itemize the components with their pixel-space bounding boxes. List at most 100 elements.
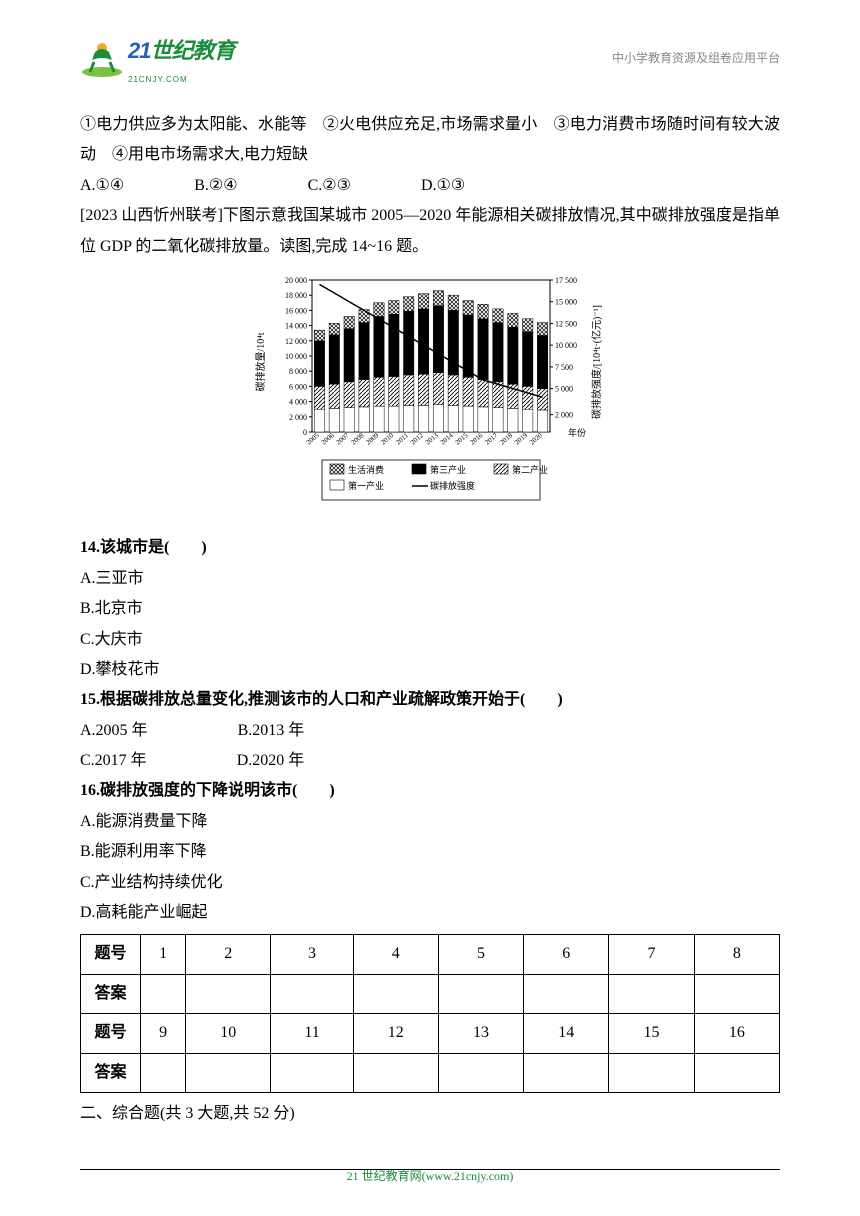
svg-text:2005: 2005 [305,431,321,446]
table-cell: 16 [694,1014,779,1053]
q15-row2: C.2017 年 D.2020 年 [80,746,780,776]
table-cell [186,1053,271,1092]
table-cell: 15 [609,1014,694,1053]
table-cell: 10 [186,1014,271,1053]
footer-text: 21 世纪教育网(www.21cnjy.com) [0,1165,860,1188]
svg-text:2 000: 2 000 [555,411,573,420]
table-cell: 6 [524,935,609,974]
table-cell: 5 [438,935,523,974]
table-label: 题号 [81,1014,141,1053]
answer-table: 题号 1 2 3 4 5 6 7 8 答案 题号 9 10 11 12 13 1… [80,934,780,1093]
table-row: 答案 [81,1053,780,1092]
chart-svg: 02 0004 0006 0008 00010 00012 00014 0001… [250,272,610,517]
q15-optD: D.2020 年 [237,746,305,776]
q16-optD: D.高耗能产业崛起 [80,898,780,928]
q16-optB: B.能源利用率下降 [80,837,780,867]
svg-text:2009: 2009 [364,431,380,446]
table-cell: 14 [524,1014,609,1053]
q15-row1: A.2005 年 B.2013 年 [80,716,780,746]
table-cell: 8 [694,935,779,974]
table-label: 题号 [81,935,141,974]
header-right-text: 中小学教育资源及组卷应用平台 [612,47,780,70]
section2-heading: 二、综合题(共 3 大题,共 52 分) [80,1099,780,1129]
svg-text:6 000: 6 000 [289,382,307,391]
table-cell: 11 [271,1014,353,1053]
q14-optC: C.大庆市 [80,625,780,655]
table-label: 答案 [81,974,141,1013]
table-cell: 9 [141,1014,186,1053]
svg-text:2016: 2016 [468,431,484,446]
table-cell: 1 [141,935,186,974]
svg-text:2015: 2015 [454,431,470,446]
q16-optC: C.产业结构持续优化 [80,868,780,898]
logo-text: 21世纪教育 [128,38,235,63]
svg-text:2012: 2012 [409,431,425,446]
context-paragraph: [2023 山西忻州联考]下图示意我国某城市 2005—2020 年能源相关碳排… [80,201,780,262]
svg-text:2014: 2014 [439,431,455,446]
svg-text:10 000: 10 000 [555,341,577,350]
logo-subtext: 21CNJY.COM [128,72,235,87]
svg-text:2006: 2006 [320,431,336,446]
svg-text:16 000: 16 000 [285,306,307,315]
table-row: 答案 [81,974,780,1013]
svg-text:17 500: 17 500 [555,276,577,285]
logo-icon [80,38,124,78]
svg-text:碳排放量/10⁴t: 碳排放量/10⁴t [254,332,267,391]
table-cell [524,974,609,1013]
table-cell [186,974,271,1013]
svg-text:第二产业: 第二产业 [512,464,548,475]
option-a: A.①④ [80,171,124,201]
svg-text:2 000: 2 000 [289,413,307,422]
svg-text:2013: 2013 [424,431,440,446]
svg-text:4 000: 4 000 [289,398,307,407]
svg-text:2020: 2020 [528,431,544,446]
table-cell [141,1053,186,1092]
svg-text:7 500: 7 500 [555,363,573,372]
svg-text:2010: 2010 [379,431,395,446]
svg-text:第三产业: 第三产业 [430,464,466,475]
svg-text:生活消费: 生活消费 [348,464,384,475]
svg-text:10 000: 10 000 [285,352,307,361]
q15-optB: B.2013 年 [238,716,305,746]
page-header: 21世纪教育 21CNJY.COM 中小学教育资源及组卷应用平台 [80,30,780,87]
table-cell: 2 [186,935,271,974]
svg-text:碳排放强度: 碳排放强度 [430,480,475,491]
table-cell: 12 [353,1014,438,1053]
table-cell [141,974,186,1013]
intro-options-text: ①电力供应多为太阳能、水能等 ②火电供应充足,市场需求量小 ③电力消费市场随时间… [80,110,780,171]
q14-stem: 14.该城市是( ) [80,533,780,563]
table-cell [609,1053,694,1092]
svg-text:14 000: 14 000 [285,322,307,331]
table-cell [438,974,523,1013]
svg-text:碳排放强度/[10⁴t·(亿元)⁻¹]: 碳排放强度/[10⁴t·(亿元)⁻¹] [590,305,603,419]
table-label: 答案 [81,1053,141,1092]
logo: 21世纪教育 21CNJY.COM [80,30,235,87]
svg-text:12 000: 12 000 [285,337,307,346]
option-b: B.②④ [194,171,237,201]
table-cell [271,974,353,1013]
svg-text:5 000: 5 000 [555,385,573,394]
q14-optA: A.三亚市 [80,564,780,594]
q16-stem: 16.碳排放强度的下降说明该市( ) [80,776,780,806]
option-d: D.①③ [421,171,465,201]
carbon-chart: 02 0004 0006 0008 00010 00012 00014 0001… [80,272,780,528]
svg-text:2018: 2018 [498,431,514,446]
q15-stem: 15.根据碳排放总量变化,推测该市的人口和产业疏解政策开始于( ) [80,685,780,715]
table-cell [694,974,779,1013]
table-cell [694,1053,779,1092]
q14-optD: D.攀枝花市 [80,655,780,685]
svg-text:2007: 2007 [335,431,351,446]
svg-text:2008: 2008 [349,431,365,446]
q15-optC: C.2017 年 [80,746,147,776]
svg-text:8 000: 8 000 [289,367,307,376]
content-area: ①电力供应多为太阳能、水能等 ②火电供应充足,市场需求量小 ③电力消费市场随时间… [80,110,780,1129]
table-cell [524,1053,609,1092]
svg-text:12 500: 12 500 [555,319,577,328]
table-row: 题号 1 2 3 4 5 6 7 8 [81,935,780,974]
table-cell [353,1053,438,1092]
option-c: C.②③ [308,171,351,201]
table-row: 题号 9 10 11 12 13 14 15 16 [81,1014,780,1053]
svg-text:年份: 年份 [568,427,586,438]
svg-text:18 000: 18 000 [285,291,307,300]
svg-text:第一产业: 第一产业 [348,480,384,491]
